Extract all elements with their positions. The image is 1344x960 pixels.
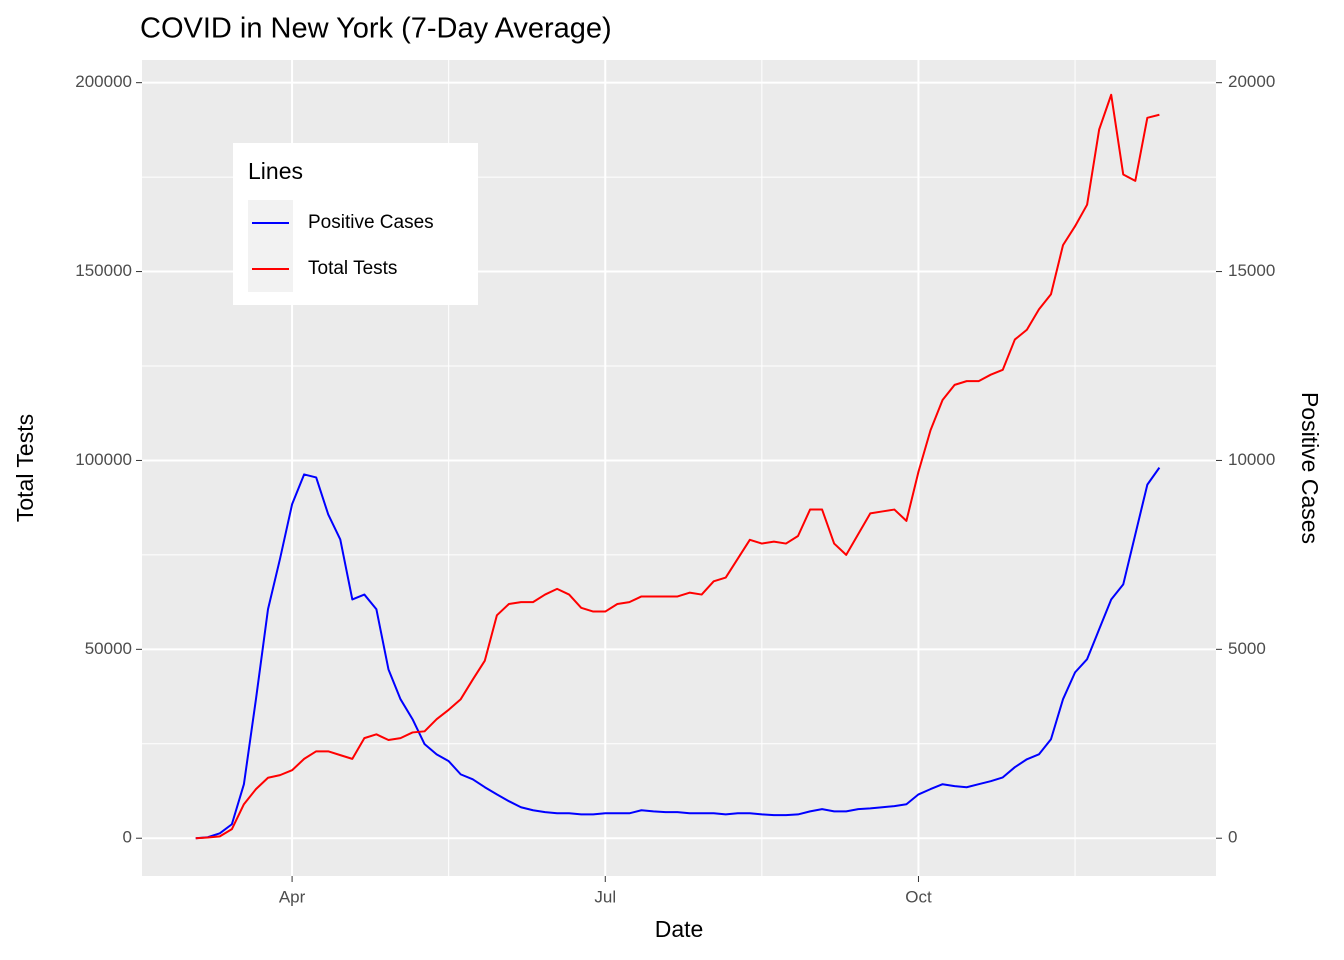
x-tick-label: Jul [594,887,616,906]
y-tick-label: 0 [123,828,132,847]
x-tick-label: Apr [279,887,306,906]
legend: Lines Positive Cases Total Tests [233,143,478,305]
x-tick-label: Oct [905,887,932,906]
y-axis-title: Total Tests [12,414,38,522]
y-tick-label: 50000 [85,639,132,658]
y2-tick-label: 15000 [1228,261,1275,280]
legend-label: Total Tests [308,258,397,279]
y-tick-label: 100000 [75,450,132,469]
legend-label: Positive Cases [308,212,434,233]
series-line [195,93,1160,840]
legend-title: Lines [248,158,303,184]
x-axis-title: Date [655,916,704,942]
y2-axis-title: Positive Cases [1297,392,1323,544]
y2-tick-label: 5000 [1228,639,1266,658]
y2-tick-label: 20000 [1228,72,1275,91]
series-line [195,467,1161,840]
y2-tick-label: 0 [1228,828,1237,847]
chart-title: COVID in New York (7-Day Average) [140,13,612,45]
y2-tick-label: 10000 [1228,450,1275,469]
y-tick-label: 150000 [75,261,132,280]
y-tick-label: 200000 [75,72,132,91]
